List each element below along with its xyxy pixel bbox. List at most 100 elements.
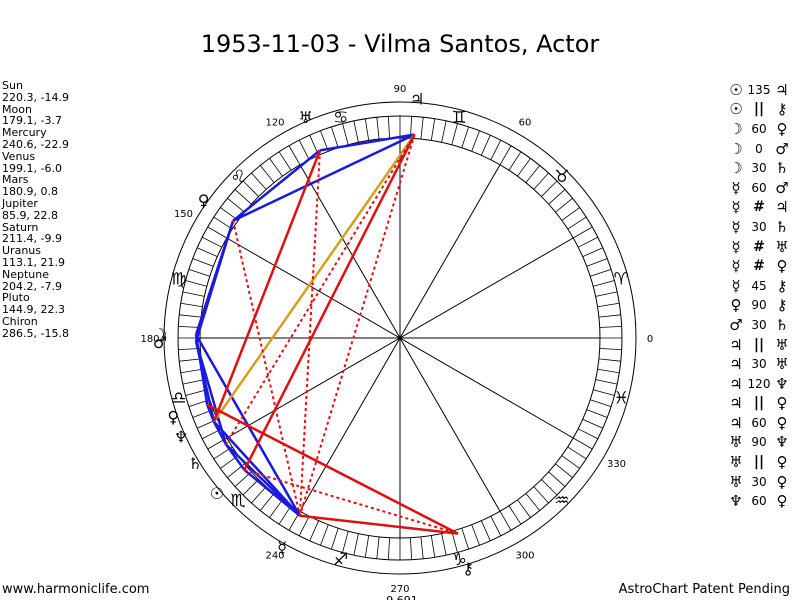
aspect-planet-glyph-icon: ♀ — [776, 413, 788, 432]
aspect-planet-glyph-icon: ♅ — [729, 472, 743, 491]
degree-tick — [441, 120, 447, 143]
aspect-line — [206, 403, 459, 535]
aspect-planet-glyph-icon: ☿ — [731, 276, 741, 295]
aspect-angle: 45 — [751, 278, 767, 293]
degree-label: 0 — [647, 334, 653, 345]
aspect-angle: || — [753, 454, 765, 471]
aspect-angle: 60 — [751, 121, 767, 136]
aspect-planet-glyph-icon: ♀ — [776, 394, 788, 413]
degree-tick — [251, 486, 267, 504]
bottom-value: -9,691 — [382, 594, 417, 600]
aspect-row: ☽ 0 ♂ — [726, 139, 800, 159]
aspect-planet-glyph-icon: ♃ — [775, 80, 789, 99]
aspect-angle: 30 — [751, 161, 767, 176]
degree-tick — [242, 180, 259, 197]
planet-name-saturn: Saturn — [2, 220, 39, 234]
degree-tick — [590, 399, 612, 407]
planet-values-mercury: 240.6, -22.9 — [2, 137, 69, 151]
degree-label: 90 — [394, 84, 407, 95]
aspect-planet-glyph-icon: ♃ — [729, 413, 743, 432]
aspect-line — [194, 220, 235, 342]
degree-tick — [420, 117, 424, 140]
aspect-planet-glyph-icon: ♃ — [729, 355, 743, 374]
degree-tick — [561, 455, 580, 469]
aspect-row: ♃ 30 ♅ — [726, 354, 800, 374]
aspect-row: ☿ 30 ♄ — [726, 217, 800, 237]
aspect-planet-glyph-icon: ♆ — [729, 492, 743, 511]
degree-tick — [573, 226, 593, 239]
planet-neptune-icon: ♆ — [174, 427, 188, 446]
aspect-line — [206, 404, 216, 423]
aspect-planet-glyph-icon: ♀ — [730, 296, 742, 315]
aspect-row: ♅ || ♀ — [726, 452, 800, 472]
aspect-angle: 30 — [751, 219, 767, 234]
aspect-planet-glyph-icon: ♀ — [776, 472, 788, 491]
degree-tick — [508, 505, 522, 525]
degree-tick — [499, 511, 512, 531]
degree-tick — [320, 130, 329, 152]
degree-tick — [182, 379, 205, 385]
aspect-row: ☉ || ⚷ — [726, 100, 800, 120]
aspect-planet-glyph-icon: ♃ — [729, 335, 743, 354]
degree-tick — [342, 531, 349, 553]
planet-name-jupiter: Jupiter — [2, 196, 38, 210]
degree-tick — [269, 158, 283, 177]
degree-tick — [555, 197, 573, 213]
degree-label: 300 — [515, 551, 534, 562]
degree-tick — [451, 123, 458, 145]
degree-tick — [533, 486, 549, 504]
degree-tick — [430, 535, 436, 558]
aspect-planet-glyph-icon: ♅ — [775, 335, 789, 354]
planet-name-venus: Venus — [2, 149, 36, 163]
aspect-line — [232, 220, 301, 516]
aspect-row: ☽ 30 ♄ — [726, 158, 800, 178]
degree-tick — [185, 389, 207, 396]
planet-name-mars: Mars — [2, 173, 29, 187]
planet-values-mars: 180.9, 0.8 — [2, 185, 58, 199]
aspect-planet-glyph-icon: ☉ — [729, 100, 743, 119]
aspect-list: ☉ 135 ♃ ☉ || ⚷ ☽ 60 ♀ ☽ 0 ♂ ☽ 30 ♄ ☿ 60 ♂ ☿ # ♃ ☿ 30 ♄ ☿ # ♅ ☿ # ♀ ☿ 45… — [726, 80, 800, 511]
planet-mercury-icon: ☿ — [277, 538, 287, 557]
aspect-planet-glyph-icon: ⚷ — [776, 296, 788, 315]
aspect-planet-glyph-icon: ♀ — [776, 492, 788, 511]
zodiac-sign-icon: ♒ — [554, 491, 569, 511]
aspect-line — [212, 149, 322, 423]
degree-tick — [298, 516, 310, 536]
degree-tick — [387, 116, 390, 139]
planet-position-list: Sun 220.3, -14.9 Moon 179.1, -3.7 Mercury 240… — [2, 80, 69, 340]
degree-tick — [430, 118, 436, 141]
degree-tick — [376, 117, 380, 140]
aspect-planet-glyph-icon: ♀ — [776, 453, 788, 472]
planet-venus-icon: ♀ — [167, 408, 179, 427]
degree-tick — [278, 505, 292, 525]
degree-tick — [179, 358, 202, 362]
planet-values-sun: 220.3, -14.9 — [2, 90, 69, 104]
aspect-row: ☿ 45 ⚷ — [726, 276, 800, 296]
aspect-angle: 135 — [747, 82, 771, 97]
aspect-row: ♆ 60 ♀ — [726, 491, 800, 511]
aspect-planet-glyph-icon: ☽ — [729, 139, 743, 158]
planet-values-moon: 179.1, -3.7 — [2, 114, 62, 128]
degree-tick — [185, 280, 207, 287]
planet-name-sun: Sun — [2, 79, 23, 92]
zodiac-sign-icon: ♍ — [171, 270, 186, 290]
aspect-planet-glyph-icon: ♅ — [729, 433, 743, 452]
footer-website[interactable]: www.harmoniclife.com — [2, 582, 150, 597]
degree-label: 150 — [174, 209, 193, 220]
degree-tick — [353, 533, 359, 556]
degree-tick — [533, 172, 549, 190]
aspect-planet-glyph-icon: ♀ — [776, 257, 788, 276]
degree-tick — [461, 528, 469, 550]
planet-sun-icon: ☉ — [210, 484, 224, 503]
degree-tick — [548, 189, 566, 205]
aspect-line — [213, 420, 301, 517]
degree-tick — [192, 258, 214, 267]
degree-tick — [364, 118, 370, 141]
degree-tick — [387, 537, 390, 560]
planet-name-moon: Moon — [2, 102, 32, 116]
aspect-planet-glyph-icon: ☿ — [731, 198, 741, 217]
planet-values-jupiter: 85.9, 22.8 — [2, 208, 58, 222]
degree-tick — [471, 130, 480, 152]
zodiac-sign-icon: ♓ — [614, 388, 629, 408]
